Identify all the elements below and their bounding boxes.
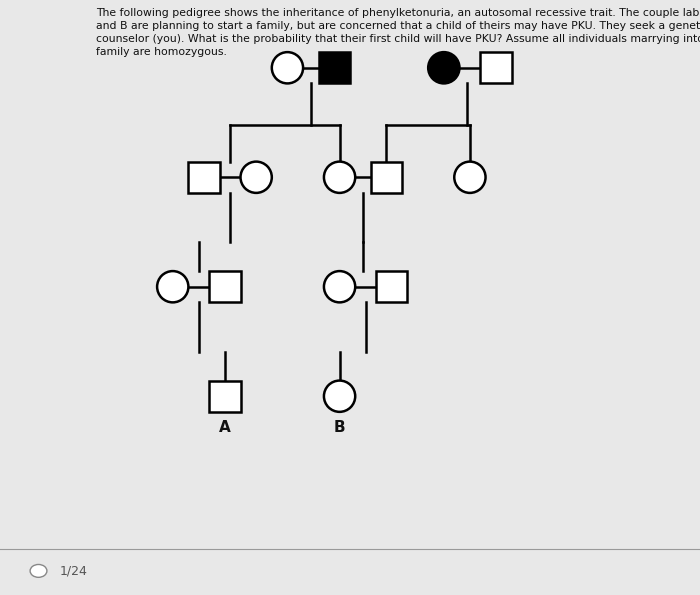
Circle shape [272, 52, 303, 83]
Circle shape [324, 271, 355, 302]
Text: B: B [334, 419, 345, 435]
Circle shape [428, 52, 459, 83]
Text: A: A [219, 419, 231, 435]
Circle shape [241, 162, 272, 193]
Circle shape [324, 381, 355, 412]
FancyBboxPatch shape [318, 52, 350, 83]
Text: 1/24: 1/24 [60, 565, 88, 577]
FancyBboxPatch shape [209, 271, 241, 302]
Circle shape [454, 162, 486, 193]
Circle shape [157, 271, 188, 302]
FancyBboxPatch shape [371, 162, 402, 193]
Text: The following pedigree shows the inheritance of phenylketonuria, an autosomal re: The following pedigree shows the inherit… [96, 8, 700, 58]
Circle shape [324, 162, 355, 193]
FancyBboxPatch shape [480, 52, 512, 83]
FancyBboxPatch shape [188, 162, 220, 193]
Circle shape [30, 565, 47, 577]
FancyBboxPatch shape [376, 271, 407, 302]
FancyBboxPatch shape [209, 381, 241, 412]
